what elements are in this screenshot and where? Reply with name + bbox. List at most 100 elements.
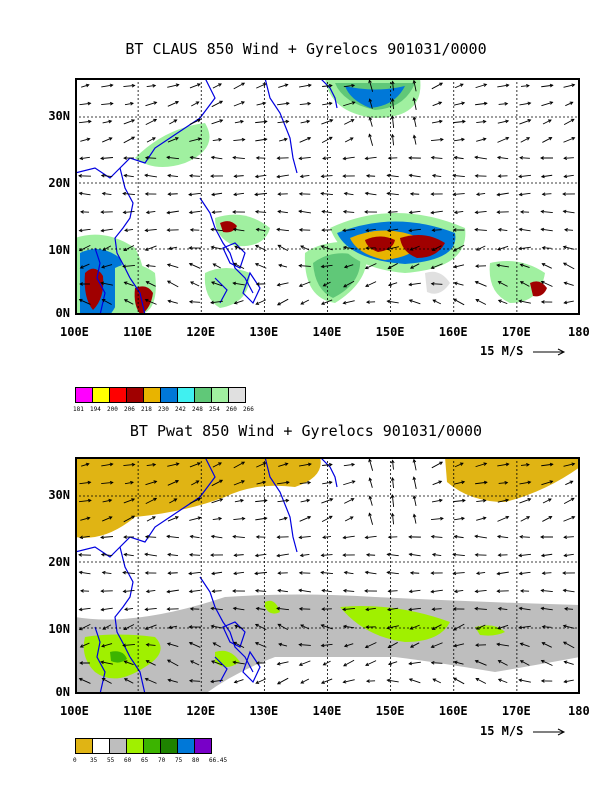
wind-arrow [124, 299, 134, 305]
wind-arrow [453, 193, 465, 195]
wind-arrow-head [541, 642, 546, 646]
wind-arrow-head [218, 137, 223, 142]
wind-arrow-head [322, 283, 327, 287]
wind-arrow-head [408, 228, 413, 233]
wind-arrow [564, 679, 574, 683]
wind-arrow [541, 589, 553, 593]
wind-arrow-head [276, 553, 281, 558]
wind-arrow-head [188, 262, 193, 267]
wind-arrow [321, 192, 333, 196]
wind-arrow [255, 299, 267, 305]
wind-arrow [542, 193, 552, 195]
wind-arrow [255, 623, 267, 631]
wind-arrow-head [412, 476, 417, 481]
wind-arrow-head [188, 210, 193, 215]
wind-arrow-head [526, 516, 531, 520]
wind-arrow-head [108, 119, 113, 124]
wind-arrow-head [351, 480, 356, 484]
wind-arrow [387, 571, 399, 575]
wind-arrow [234, 175, 244, 177]
lon-label: 180 [568, 325, 590, 339]
wind-arrow-head [197, 118, 202, 123]
wind-arrow-head [219, 119, 224, 123]
wind-arrow-head [562, 641, 567, 645]
wind-arrow-head [218, 462, 222, 466]
wind-arrow-head [365, 625, 370, 629]
wind-arrow [168, 300, 178, 304]
wind-arrow-head [241, 82, 246, 86]
wind-arrow-head [254, 571, 258, 576]
wind-arrow [409, 282, 421, 286]
wind-arrow-head [307, 83, 312, 88]
wind-arrow-head [386, 678, 391, 683]
wind-arrow-head [277, 209, 282, 214]
wind-arrow-head [548, 137, 553, 141]
wind-arrow [277, 298, 289, 306]
wind-arrow-head [320, 680, 325, 684]
wind-arrow [212, 211, 222, 213]
wind-arrow-head [453, 264, 458, 269]
wind-arrow-head [233, 174, 238, 179]
wind-arrow [211, 246, 223, 250]
wind-arrow-head [102, 247, 107, 251]
wind-arrow [322, 464, 332, 466]
wind-arrow-head [387, 644, 392, 649]
wind-arrow [321, 245, 333, 251]
wind-arrow [454, 156, 464, 160]
wind-arrow-head [563, 300, 568, 305]
wind-arrow-head [342, 245, 347, 250]
wind-arrow [476, 193, 486, 195]
wind-arrow-head [276, 606, 281, 611]
wind-arrow [299, 210, 311, 214]
wind-arrow-head [173, 119, 178, 123]
wind-arrow [189, 517, 201, 521]
wind-arrow-head [123, 535, 127, 539]
wind-arrow-head [342, 535, 347, 540]
wind-arrow [123, 515, 135, 523]
wind-arrow [563, 246, 575, 250]
wind-arrow [519, 553, 531, 557]
wind-arrow [321, 571, 333, 575]
wind-arrow [123, 136, 135, 144]
wind-arrow-head [86, 516, 91, 521]
wind-arrow-head [100, 607, 105, 612]
wind-arrow [387, 300, 399, 304]
wind-arrow [563, 625, 575, 629]
wind-arrow [453, 138, 465, 142]
colorbar-label: 218 [141, 406, 152, 413]
wind-arrow-head [431, 626, 436, 630]
wind-arrow [563, 641, 575, 649]
lat-label: 0N [55, 306, 70, 320]
wind-arrow-head [234, 624, 239, 629]
wind-arrow-head [571, 515, 576, 520]
wind-arrow [299, 137, 311, 143]
wind-arrow-head [276, 156, 281, 160]
wind-arrow-head [122, 191, 127, 196]
wind-arrow-head [131, 136, 136, 140]
wind-arrow-head [78, 607, 83, 612]
wind-arrow [365, 660, 377, 666]
coast-line [114, 167, 134, 279]
wind-arrow [233, 535, 245, 539]
wind-arrow-head [343, 663, 347, 667]
wind-arrow-head [387, 282, 392, 287]
wind-arrow-head [188, 678, 193, 683]
wind-arrow [278, 84, 288, 88]
wind-arrow [365, 642, 377, 648]
wind-arrow [476, 517, 486, 521]
wind-arrow-head [496, 642, 501, 647]
wind-arrow [124, 102, 134, 106]
wind-arrow [189, 83, 201, 89]
cloud-region [135, 123, 210, 167]
wind-arrow-head [123, 626, 128, 631]
wind-arrow-head [518, 246, 523, 251]
wind-arrow [431, 461, 443, 469]
wind-arrow [234, 246, 244, 250]
wind-arrow [497, 264, 509, 268]
wind-arrow [432, 101, 442, 107]
colorbar-label: 75 [175, 757, 183, 764]
wind-arrow-head [343, 264, 348, 269]
wind-arrow-head [342, 679, 347, 684]
wind-arrow [453, 102, 465, 106]
colorbar-swatch [126, 387, 144, 403]
